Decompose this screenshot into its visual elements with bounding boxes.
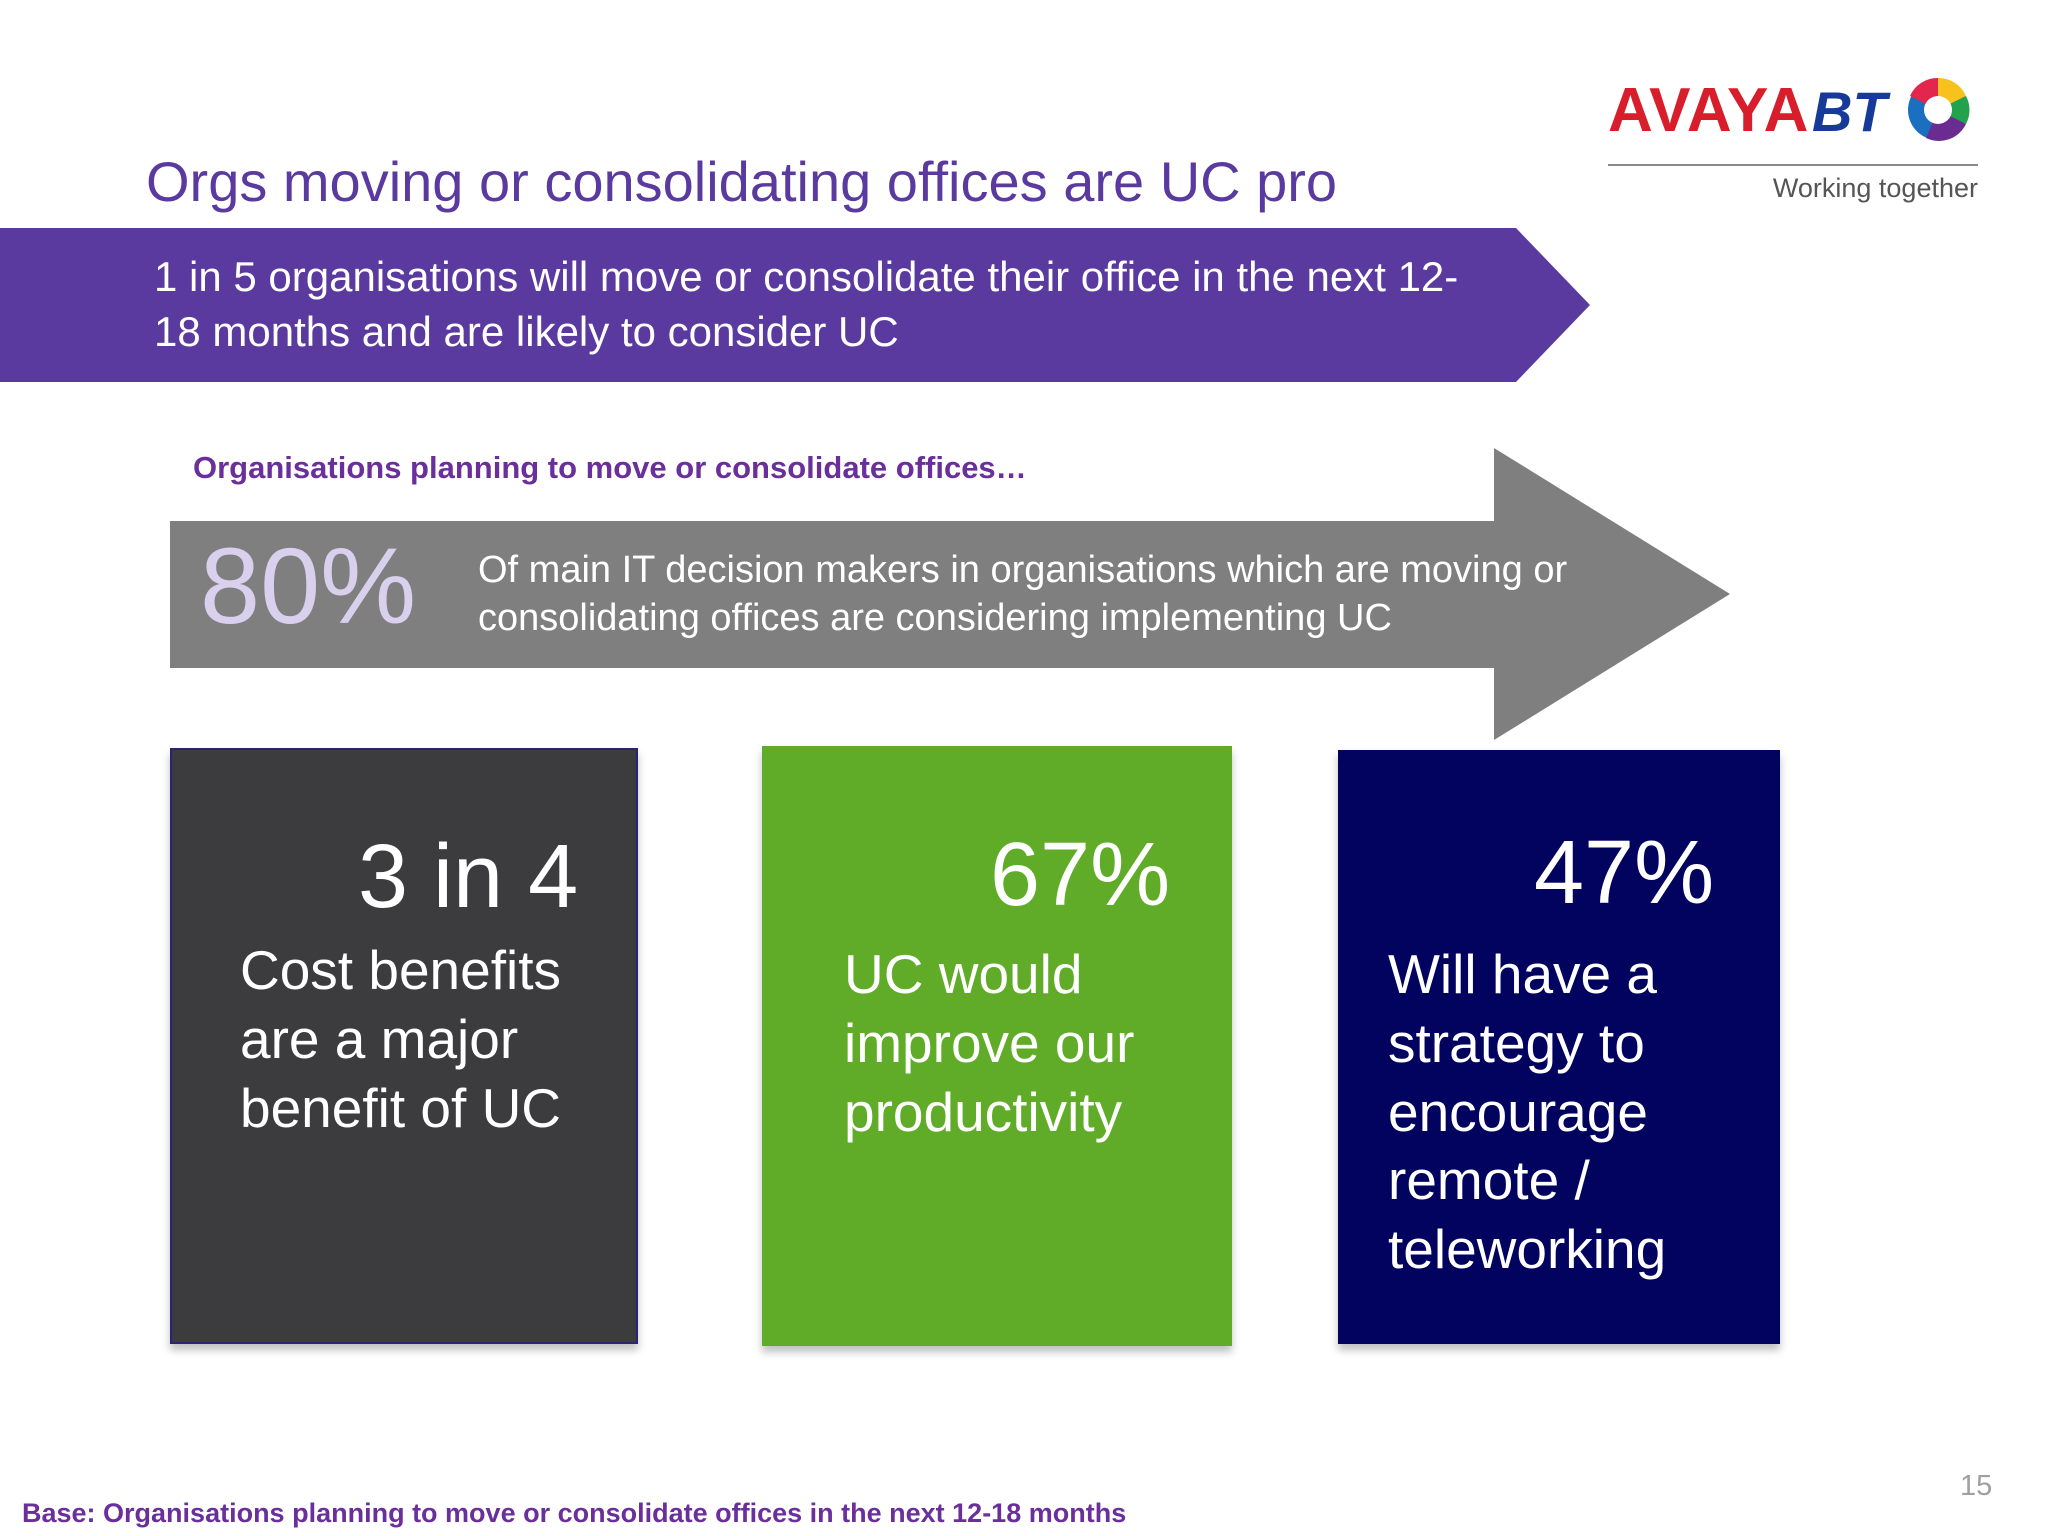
- footnote: Base: Organisations planning to move or …: [22, 1498, 1127, 1528]
- page-number: 15: [1960, 1470, 1993, 1502]
- stat-card-productivity: 67% UC would improve our productivity: [762, 746, 1232, 1346]
- section-label: Organisations planning to move or consol…: [193, 450, 1027, 485]
- stat-card-remote-working: 47% Will have a strategy to encourage re…: [1338, 750, 1780, 1344]
- main-stat-text: Of main IT decision makers in organisati…: [478, 549, 1568, 640]
- headline-text: 1 in 5 organisations will move or consol…: [154, 253, 1459, 355]
- stat-card-cost-benefits: 3 in 4 Cost benefits are a major benefit…: [170, 748, 638, 1344]
- card-text: Cost benefits are a major benefit of UC: [240, 939, 562, 1139]
- headline-banner: [0, 228, 1590, 382]
- main-stat-value: 80%: [200, 525, 417, 646]
- card-text: UC would improve our productivity: [844, 943, 1135, 1143]
- bt-globe-icon: [1908, 77, 1970, 141]
- card-text: Will have a strategy to encourage remote…: [1388, 943, 1667, 1280]
- card-value: 3 in 4: [358, 827, 579, 927]
- stat-arrow: [170, 448, 1730, 740]
- logo-tagline: Working together: [1772, 173, 1978, 203]
- page-title: Orgs moving or consolidating offices are…: [146, 150, 1338, 213]
- card-value: 47%: [1534, 823, 1715, 923]
- card-value: 67%: [990, 825, 1171, 925]
- logo-divider: [1608, 164, 1978, 166]
- avaya-logo: AVAYA: [1608, 76, 1810, 145]
- bt-logo: BT: [1812, 80, 1887, 143]
